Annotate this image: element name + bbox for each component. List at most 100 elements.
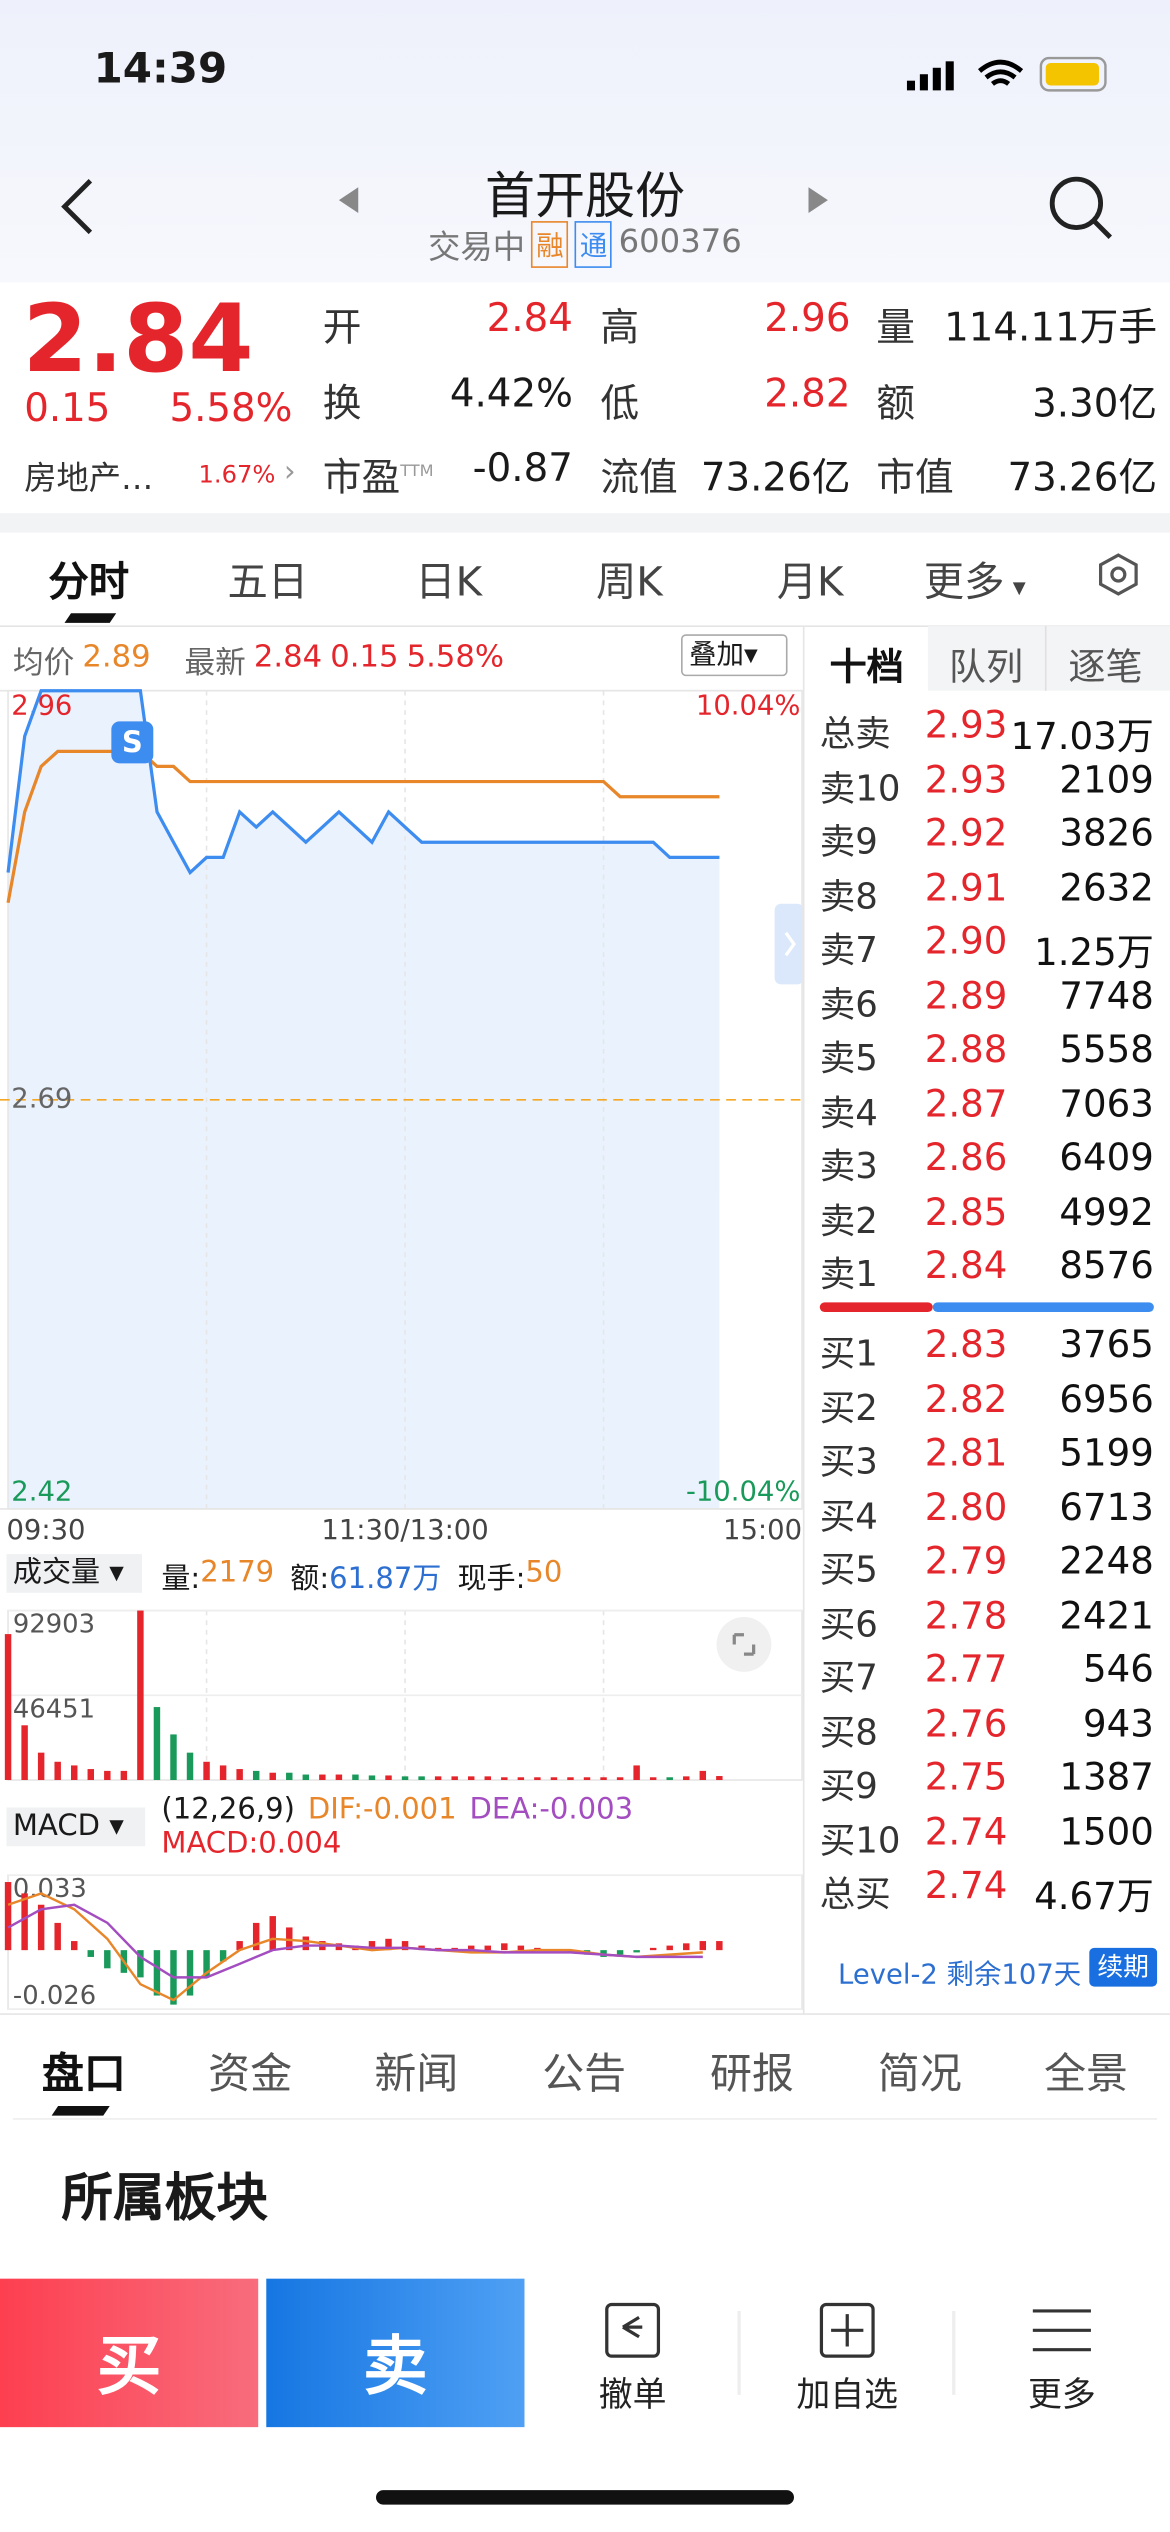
- info-tab[interactable]: 资金: [208, 2051, 293, 2100]
- field-label-text: 低: [600, 380, 640, 427]
- vol-label: 量:: [161, 1562, 201, 1597]
- y-tick-label: 92903: [13, 1610, 95, 1640]
- action-label[interactable]: 撤单: [598, 2375, 667, 2415]
- tab-underline: [64, 613, 117, 623]
- info-tab[interactable]: 研报: [710, 2051, 794, 2100]
- orderbook-tab[interactable]: 逐笔: [1068, 647, 1143, 690]
- field-label-text: 市值: [876, 455, 954, 501]
- macd-params: (12,26,9): [161, 1792, 295, 1827]
- ob-price: 2.88: [924, 1029, 1008, 1072]
- expand-arrow: [784, 931, 796, 957]
- field-label-text: 高: [600, 305, 640, 351]
- volume-bar: [501, 1777, 508, 1781]
- field-label-text: 开: [322, 305, 362, 351]
- volume-bar: [649, 1777, 657, 1781]
- macd-selector[interactable]: MACD ▾: [6, 1807, 146, 1847]
- dif-label: DIF:-0.001: [307, 1792, 457, 1827]
- ob-price: 2.87: [924, 1083, 1008, 1126]
- ob-price: 2.76: [924, 1703, 1008, 1746]
- chart-tab[interactable]: 五日: [227, 558, 309, 606]
- ob-volume: 2632: [1059, 867, 1154, 910]
- bid-strength: [932, 1302, 1154, 1313]
- ob-label: 买3: [819, 1442, 878, 1484]
- hand-value: 50: [525, 1555, 563, 1590]
- avg-value: 2.89: [82, 639, 151, 675]
- chart-tab[interactable]: 周K: [595, 558, 663, 606]
- ob-label: 卖6: [819, 985, 878, 1026]
- settings-icon[interactable]: [1098, 553, 1138, 596]
- ob-label: 卖4: [819, 1093, 878, 1134]
- search-button[interactable]: [1049, 176, 1112, 239]
- volume-bar: [600, 1777, 607, 1781]
- field-value: 2.96: [764, 295, 851, 341]
- volume-bar: [467, 1776, 475, 1781]
- renew-button[interactable]: 续期: [1089, 1947, 1158, 1987]
- macd-bar: [666, 1945, 673, 1951]
- field-label-text: 额: [876, 380, 916, 427]
- macd-bar: [37, 1904, 45, 1951]
- info-tab[interactable]: 全景: [1044, 2051, 1129, 2100]
- chart-tab[interactable]: 月K: [776, 558, 844, 606]
- volume-bar: [286, 1772, 293, 1781]
- ob-volume: 5199: [1059, 1433, 1154, 1476]
- info-tab[interactable]: 盘口: [41, 2051, 126, 2100]
- fullscreen-button[interactable]: [716, 1617, 772, 1672]
- info-tab[interactable]: 新闻: [374, 2051, 459, 2100]
- ob-label: 买8: [819, 1713, 878, 1754]
- action-label[interactable]: 更多: [1027, 2375, 1096, 2415]
- y-tick-label: 46451: [13, 1694, 95, 1724]
- field-label: 开: [323, 295, 362, 351]
- buy-button[interactable]: [0, 2278, 259, 2428]
- next-stock[interactable]: [808, 187, 828, 214]
- macd-bar: [716, 1941, 723, 1951]
- chart-tab[interactable]: 日K: [415, 558, 483, 606]
- volume-bar: [716, 1776, 723, 1781]
- volume-bar: [633, 1765, 640, 1781]
- volume-bar: [484, 1776, 491, 1781]
- back-button[interactable]: [61, 179, 93, 235]
- orderbook-tab[interactable]: 队列: [948, 647, 1024, 690]
- ob-label: 卖2: [819, 1201, 878, 1242]
- macd-bar: [203, 1950, 210, 1978]
- macd-bar: [699, 1941, 707, 1951]
- ob-price: 2.79: [924, 1541, 1008, 1584]
- ob-label: 卖7: [819, 931, 878, 972]
- volume-bar: [137, 1610, 144, 1781]
- chart-tab[interactable]: 分时: [48, 558, 130, 606]
- expand-handle[interactable]: [774, 903, 804, 985]
- ob-label: 买5: [819, 1550, 878, 1592]
- volume-selector[interactable]: 成交量 ▾: [6, 1554, 143, 1593]
- ob-label: 总买: [819, 1875, 891, 1916]
- ob-volume: 2248: [1059, 1541, 1154, 1584]
- macd-bar: [385, 1938, 392, 1951]
- volume-bar: [451, 1776, 458, 1781]
- ob-label: 买9: [819, 1767, 878, 1808]
- macd-bar: [649, 1947, 657, 1951]
- ob-volume: 1.25万: [1034, 932, 1154, 975]
- stock-code: 600376: [618, 221, 742, 260]
- sell-label: 卖: [363, 2330, 428, 2405]
- volume-header: 量: 2179 额: 61.87万 现手: 50: [161, 1556, 562, 1598]
- sell-button[interactable]: [266, 2278, 525, 2428]
- info-tab[interactable]: 简况: [877, 2051, 962, 2100]
- ob-label: 买2: [819, 1388, 878, 1430]
- macd-bar: [683, 1943, 690, 1951]
- orderbook-tab[interactable]: 十档: [829, 647, 904, 690]
- info-tab[interactable]: 公告: [542, 2051, 627, 2100]
- chart-tab[interactable]: 更多 ▾: [923, 558, 1026, 606]
- overlay-button[interactable]: 叠加▾: [681, 634, 788, 677]
- prev-stock[interactable]: [338, 187, 359, 214]
- ob-volume: 1387: [1059, 1757, 1154, 1800]
- volume-bar: [37, 1752, 45, 1781]
- pct-label: -10.04%: [686, 1476, 800, 1507]
- ob-volume: 6713: [1059, 1487, 1154, 1530]
- volume-bar: [4, 1634, 12, 1781]
- volume-bar: [219, 1765, 227, 1781]
- macd-bar: [302, 1936, 310, 1951]
- ob-volume: 8576: [1059, 1245, 1154, 1288]
- macd-bar: [401, 1941, 409, 1951]
- field-label: 市盈TTM: [323, 445, 434, 501]
- action-label[interactable]: 加自选: [796, 2375, 899, 2415]
- y-tick-label: 2.96: [11, 690, 72, 721]
